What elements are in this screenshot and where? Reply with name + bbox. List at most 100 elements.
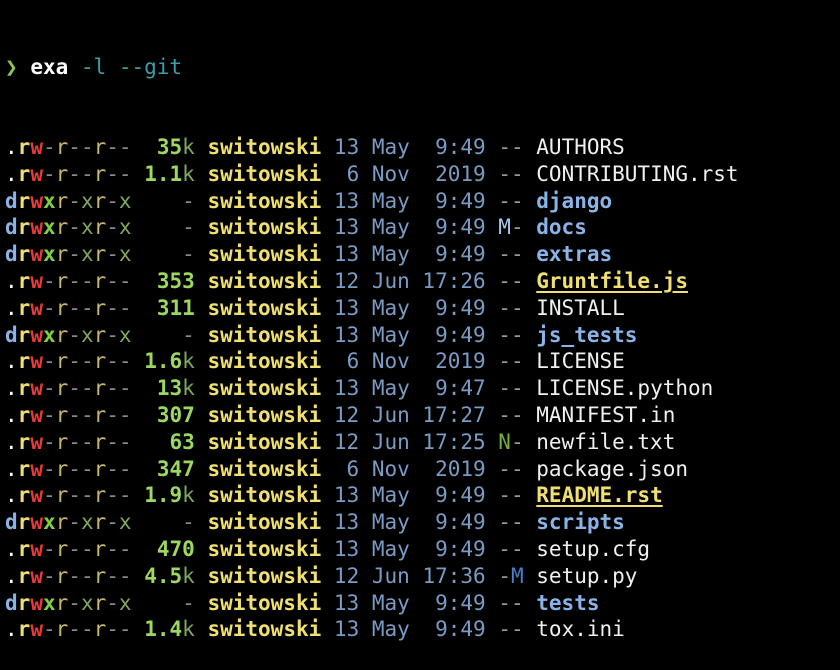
permissions: .rw-r--r-- [5, 295, 132, 320]
permissions: drwxr-xr-x [5, 510, 132, 535]
directory-name[interactable]: tests [536, 590, 600, 615]
modified-time: 9:49 [435, 295, 486, 320]
size-unit: k [182, 161, 195, 186]
file-name[interactable]: setup.py [536, 563, 638, 588]
permissions: drwxr-xr-x [5, 322, 132, 347]
file-name[interactable]: package.json [536, 456, 688, 481]
modified-date: 13 May [333, 134, 410, 159]
permissions: .rw-r--r-- [5, 536, 132, 561]
file-row[interactable]: drwxr-xr-x - switowski 13 May 9:49 M- do… [5, 214, 840, 241]
file-name[interactable]: Gruntfile.js [536, 268, 688, 293]
git-status: -- [498, 242, 524, 267]
command: exa [30, 54, 69, 79]
git-status: -- [498, 188, 524, 213]
permissions: .rw-r--r-- [5, 161, 132, 186]
file-name[interactable]: LICENSE [536, 349, 625, 374]
file-size: 353 [156, 268, 195, 293]
file-row[interactable]: drwxr-xr-x - switowski 13 May 9:49 -- js… [5, 322, 840, 349]
owner: switowski [207, 590, 322, 615]
file-row[interactable]: .rw-r--r-- 35k switowski 13 May 9:49 -- … [5, 134, 840, 161]
file-row[interactable]: drwxr-xr-x - switowski 13 May 9:49 -- te… [5, 590, 840, 617]
file-row[interactable]: .rw-r--r-- 311 switowski 13 May 9:49 -- … [5, 295, 840, 322]
modified-time: 17:26 [422, 268, 486, 293]
file-name[interactable]: INSTALL [536, 295, 625, 320]
file-row[interactable]: .rw-r--r-- 307 switowski 12 Jun 17:27 --… [5, 402, 840, 429]
file-listing: .rw-r--r-- 35k switowski 13 May 9:49 -- … [5, 134, 840, 643]
owner: switowski [207, 483, 322, 508]
file-size: 1.1 [144, 161, 183, 186]
file-row[interactable]: drwxr-xr-x - switowski 13 May 9:49 -- ex… [5, 241, 840, 268]
file-name[interactable]: tox.ini [536, 617, 625, 642]
file-row[interactable]: .rw-r--r-- 1.4k switowski 13 May 9:49 --… [5, 616, 840, 643]
git-status: -- [498, 349, 524, 374]
file-row[interactable]: .rw-r--r-- 347 switowski 6 Nov 2019 -- p… [5, 456, 840, 483]
owner: switowski [207, 510, 322, 535]
git-status: N- [498, 429, 524, 454]
file-name[interactable]: CONTRIBUTING.rst [536, 161, 739, 186]
file-row[interactable]: .rw-r--r-- 13k switowski 13 May 9:47 -- … [5, 375, 840, 402]
permissions: drwxr-xr-x [5, 215, 132, 240]
git-status: -- [498, 456, 524, 481]
file-name[interactable]: setup.cfg [536, 536, 651, 561]
modified-date: 13 May [333, 376, 410, 401]
git-status: -- [498, 402, 524, 427]
owner: switowski [207, 161, 322, 186]
modified-date: 13 May [333, 590, 410, 615]
file-row[interactable]: .rw-r--r-- 4.5k switowski 12 Jun 17:36 -… [5, 563, 840, 590]
file-row[interactable]: .rw-r--r-- 353 switowski 12 Jun 17:26 --… [5, 268, 840, 295]
owner: switowski [207, 242, 322, 267]
modified-time: 9:49 [435, 590, 486, 615]
directory-name[interactable]: scripts [536, 510, 625, 535]
file-name[interactable]: README.rst [536, 483, 663, 508]
file-size: 1.9 [144, 483, 183, 508]
file-size: - [182, 510, 195, 535]
directory-name[interactable]: docs [536, 215, 587, 240]
directory-name[interactable]: js_tests [536, 322, 638, 347]
file-name[interactable]: LICENSE.python [536, 376, 714, 401]
permissions: .rw-r--r-- [5, 429, 132, 454]
file-row[interactable]: .rw-r--r-- 63 switowski 12 Jun 17:25 N- … [5, 429, 840, 456]
file-row[interactable]: drwxr-xr-x - switowski 13 May 9:49 -- sc… [5, 509, 840, 536]
file-size: 1.4 [144, 617, 183, 642]
file-row[interactable]: .rw-r--r-- 470 switowski 13 May 9:49 -- … [5, 536, 840, 563]
modified-time: 9:49 [435, 483, 486, 508]
git-status: M- [498, 215, 524, 240]
file-size: 4.5 [144, 563, 183, 588]
file-size: - [182, 188, 195, 213]
file-row[interactable]: .rw-r--r-- 1.9k switowski 13 May 9:49 --… [5, 482, 840, 509]
size-unit: k [182, 134, 195, 159]
permissions: drwxr-xr-x [5, 188, 132, 213]
git-status: -- [498, 536, 524, 561]
modified-date: 6 Nov [333, 161, 410, 186]
git-status: -- [498, 617, 524, 642]
file-size: 347 [156, 456, 195, 481]
file-size: 13 [156, 376, 183, 401]
file-row[interactable]: .rw-r--r-- 1.6k switowski 6 Nov 2019 -- … [5, 348, 840, 375]
modified-date: 13 May [333, 617, 410, 642]
owner: switowski [207, 536, 322, 561]
file-row[interactable]: .rw-r--r-- 1.1k switowski 6 Nov 2019 -- … [5, 161, 840, 188]
modified-date: 13 May [333, 483, 410, 508]
modified-date: 13 May [333, 295, 410, 320]
modified-time: 9:49 [435, 510, 486, 535]
directory-name[interactable]: django [536, 188, 613, 213]
modified-date: 12 Jun [333, 268, 410, 293]
permissions: .rw-r--r-- [5, 483, 132, 508]
owner: switowski [207, 215, 322, 240]
file-row[interactable]: drwxr-xr-x - switowski 13 May 9:49 -- dj… [5, 188, 840, 215]
directory-name[interactable]: extras [536, 242, 613, 267]
modified-time: 9:47 [435, 376, 486, 401]
file-name[interactable]: MANIFEST.in [536, 402, 676, 427]
git-status: -- [498, 295, 524, 320]
file-name[interactable]: AUTHORS [536, 134, 625, 159]
permissions: .rw-r--r-- [5, 134, 132, 159]
modified-time: 9:49 [435, 215, 486, 240]
modified-time: 2019 [435, 161, 486, 186]
size-unit: k [182, 563, 195, 588]
file-name[interactable]: newfile.txt [536, 429, 676, 454]
size-unit: k [182, 617, 195, 642]
permissions: .rw-r--r-- [5, 456, 132, 481]
size-unit: k [182, 349, 195, 374]
permissions: .rw-r--r-- [5, 563, 132, 588]
